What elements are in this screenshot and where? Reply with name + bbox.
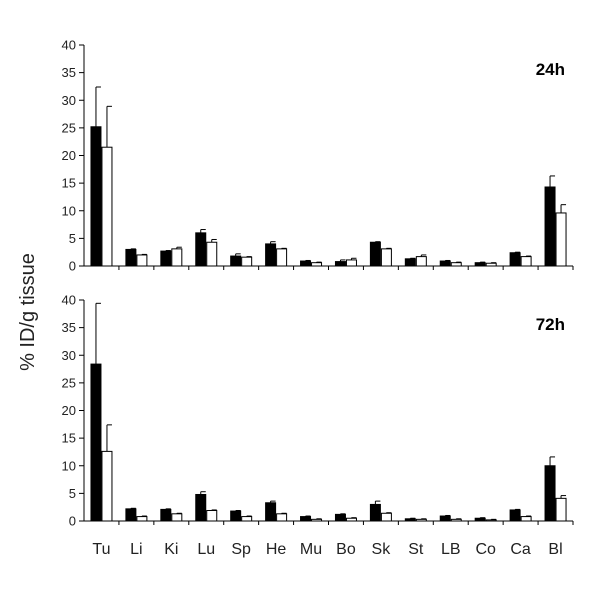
bar-Lu-series-2 (206, 510, 218, 522)
bar-St-series-1 (404, 518, 416, 522)
bar-Bo-series-2 (345, 517, 357, 522)
y-tick-label: 10 (62, 203, 76, 218)
bar-St-series-2 (415, 256, 427, 267)
y-tick-label: 0 (69, 259, 76, 274)
panel-72h: 0 5 10 15 20 25 30 35 40 Tu Li Ki Lu Sp He Mu Bo Sk St LB Co… (62, 293, 574, 558)
bar-Co-series-2 (485, 262, 497, 267)
bar-Sk-series-2 (380, 248, 392, 267)
x-tick-label-Ki: Ki (164, 541, 178, 558)
bar-LB-series-1 (439, 260, 451, 267)
bar-Lu-series-1 (195, 232, 207, 267)
panel-annotation: 72h (536, 315, 565, 334)
y-tick-label: 25 (62, 375, 76, 390)
y-tick-label: 15 (62, 431, 76, 446)
bar-LB-series-2 (450, 518, 462, 522)
bar-Bo-series-1 (334, 261, 346, 267)
bar-Sk-series-1 (369, 241, 381, 267)
panel-annotation: 24h (536, 60, 565, 79)
x-tick-label-St: St (408, 541, 424, 558)
bar-Ca-series-2 (520, 256, 532, 267)
x-tick-label-Mu: Mu (300, 541, 322, 558)
bar-Co-series-1 (474, 517, 486, 522)
x-tick-label-He: He (266, 541, 287, 558)
y-tick-label: 0 (69, 514, 76, 529)
bar-Bl-series-2 (555, 212, 567, 267)
bar-Ca-series-1 (509, 252, 521, 267)
y-tick-label: 30 (62, 348, 76, 363)
bar-St-series-1 (404, 258, 416, 267)
bar-He-series-2 (276, 248, 288, 267)
bar-Bo-series-1 (334, 513, 346, 522)
x-tick-label-Bl: Bl (548, 541, 562, 558)
y-tick-label: 40 (62, 38, 76, 53)
x-tick-label-Lu: Lu (197, 541, 215, 558)
x-tick-label-Co: Co (475, 541, 496, 558)
bar-Bo-series-2 (345, 259, 357, 267)
x-tick-label-LB: LB (441, 541, 461, 558)
bar-Co-series-2 (485, 519, 497, 522)
y-axis-label: % ID/g tissue (17, 253, 39, 371)
bar-Mu-series-1 (300, 260, 312, 267)
x-tick-label-Tu: Tu (92, 541, 110, 558)
bar-Ki-series-1 (160, 508, 172, 522)
bar-He-series-1 (265, 502, 277, 522)
x-tick-label-Sp: Sp (231, 541, 251, 558)
bar-He-series-2 (276, 513, 288, 522)
y-tick-label: 20 (62, 148, 76, 163)
bar-Li-series-1 (125, 248, 137, 267)
bar-Tu-series-1 (90, 126, 102, 267)
y-tick-label: 5 (69, 486, 76, 501)
y-tick-label: 30 (62, 93, 76, 108)
bar-Li-series-2 (136, 254, 148, 267)
bar-Ca-series-1 (509, 509, 521, 522)
bar-Mu-series-2 (311, 262, 323, 267)
bar-Tu-series-1 (90, 363, 102, 522)
x-tick-label-Ca: Ca (510, 541, 531, 558)
bar-Tu-series-2 (101, 450, 113, 522)
y-tick-label: 25 (62, 120, 76, 135)
bar-Bl-series-1 (544, 186, 556, 267)
y-tick-label: 15 (62, 176, 76, 191)
y-tick-label: 35 (62, 65, 76, 80)
bar-Bl-series-1 (544, 465, 556, 522)
y-tick-label: 40 (62, 293, 76, 308)
bar-Sp-series-1 (230, 255, 242, 267)
bar-Sp-series-1 (230, 510, 242, 522)
y-tick-label: 35 (62, 320, 76, 335)
bar-LB-series-2 (450, 262, 462, 267)
y-tick-label: 10 (62, 458, 76, 473)
bar-Mu-series-2 (311, 518, 323, 522)
bar-Ki-series-2 (171, 513, 183, 522)
bar-Li-series-1 (125, 508, 137, 522)
bar-Ki-series-2 (171, 248, 183, 267)
x-tick-label-Bo: Bo (336, 541, 356, 558)
bar-Lu-series-2 (206, 241, 218, 267)
bar-LB-series-1 (439, 515, 451, 522)
panel-24h: 0 5 10 15 20 25 30 35 40 24h (62, 38, 574, 274)
x-tick-label-Li: Li (130, 541, 142, 558)
bar-Mu-series-1 (300, 516, 312, 522)
bar-Lu-series-1 (195, 493, 207, 522)
bar-Tu-series-2 (101, 146, 113, 267)
x-tick-label-Sk: Sk (372, 541, 392, 558)
bar-Sp-series-2 (241, 256, 253, 267)
bar-Li-series-2 (136, 516, 148, 522)
y-tick-label: 20 (62, 403, 76, 418)
bar-Sk-series-1 (369, 503, 381, 522)
bar-He-series-1 (265, 243, 277, 267)
bar-Ca-series-2 (520, 516, 532, 522)
bar-Sk-series-2 (380, 512, 392, 522)
bar-Bl-series-2 (555, 497, 567, 522)
bar-Sp-series-2 (241, 516, 253, 522)
bar-St-series-2 (415, 518, 427, 522)
y-tick-label: 5 (69, 231, 76, 246)
bar-Ki-series-1 (160, 250, 172, 267)
bar-Co-series-1 (474, 262, 486, 267)
